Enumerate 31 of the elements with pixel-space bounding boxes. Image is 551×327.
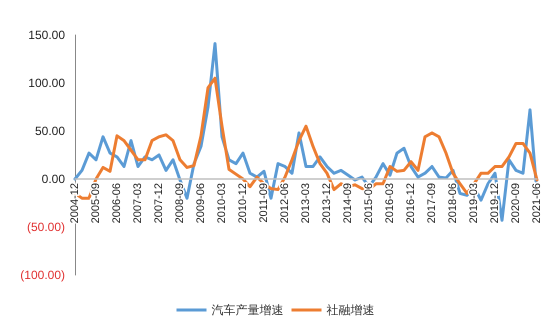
x-tick-label: 2010-03 — [216, 183, 228, 224]
x-tick-label: 2019-12 — [489, 183, 501, 224]
x-tick-label: 2012-06 — [279, 183, 291, 224]
x-tick-label: 2019-03 — [468, 183, 480, 224]
y-tick-label: 100.00 — [28, 76, 66, 90]
x-tick-label: 2011-09 — [258, 183, 270, 223]
y-tick-label: 0.00 — [42, 172, 66, 186]
x-tick-label: 2018-06 — [447, 183, 459, 224]
x-tick-label: 2007-12 — [153, 183, 165, 224]
y-tick-label: 150.00 — [28, 28, 66, 42]
x-tick-label: 2014-09 — [342, 183, 354, 224]
legend-label: 社融增速 — [326, 303, 374, 317]
legend-label: 汽车产量增速 — [212, 303, 284, 317]
x-tick-label: 2015-06 — [363, 183, 375, 224]
x-tick-label: 2016-03 — [384, 183, 396, 224]
x-tick-label: 2017-09 — [426, 183, 438, 224]
y-tick-label: (100.00) — [20, 268, 65, 282]
y-tick-label: 50.00 — [34, 124, 66, 138]
y-tick-label: (50.00) — [26, 220, 65, 234]
x-tick-label: 2007-03 — [132, 183, 144, 224]
x-tick-label: 2008-09 — [174, 183, 186, 224]
x-tick-label: 2009-06 — [195, 183, 207, 224]
x-tick-label: 2021-06 — [531, 183, 543, 224]
x-tick-label: 2005-09 — [90, 183, 102, 224]
x-tick-label: 2013-12 — [321, 183, 333, 224]
x-tick-label: 2013-03 — [300, 183, 312, 224]
x-tick-label: 2004-12 — [69, 183, 81, 224]
x-tick-label: 2020-09 — [510, 183, 522, 224]
x-tick-label: 2016-12 — [405, 183, 417, 224]
x-tick-label: 2006-06 — [111, 183, 123, 224]
x-tick-label: 2010-12 — [237, 183, 249, 224]
